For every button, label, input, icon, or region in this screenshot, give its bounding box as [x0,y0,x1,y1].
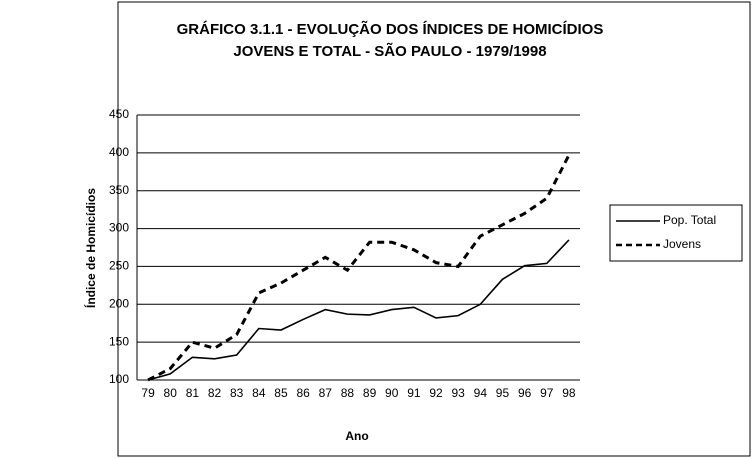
x-tick-label: 81 [186,386,200,400]
x-tick-label: 79 [141,386,155,400]
x-tick-label: 96 [518,386,532,400]
x-tick-label: 89 [363,386,377,400]
y-tick-label: 300 [109,221,129,235]
x-tick-label: 87 [319,386,333,400]
y-tick-label: 350 [109,183,129,197]
x-tick-label: 91 [407,386,421,400]
x-tick-label: 84 [252,386,266,400]
x-tick-label: 94 [474,386,488,400]
y-tick-label: 150 [109,334,129,348]
chart-frame [117,1,751,457]
y-tick-label: 200 [109,296,129,310]
legend-label: Pop. Total [663,213,716,227]
x-tick-label: 98 [562,386,576,400]
y-tick-label: 450 [109,107,129,121]
y-tick-label: 400 [109,145,129,159]
x-tick-label: 88 [341,386,355,400]
x-tick-label: 97 [540,386,554,400]
x-axis-title: Ano [345,429,368,443]
x-tick-label: 90 [385,386,399,400]
series-line [147,154,571,382]
x-tick-label: 80 [164,386,178,400]
series-line [147,239,570,381]
y-tick-label: 250 [109,259,129,273]
legend-box [609,204,743,262]
legend-label: Jovens [663,237,701,251]
x-tick-label: 85 [274,386,288,400]
x-tick-label: 83 [230,386,244,400]
y-tick-label: 100 [109,372,129,386]
x-tick-label: 93 [451,386,465,400]
x-tick-label: 92 [429,386,443,400]
chart-title: GRÁFICO 3.1.1 - EVOLUÇÃO DOS ÍNDICES DE … [177,20,604,38]
x-tick-label: 86 [296,386,310,400]
chart-title: JOVENS E TOTAL - SÃO PAULO - 1979/1998 [233,42,546,60]
x-tick-label: 95 [496,386,510,400]
x-tick-label: 82 [208,386,222,400]
y-axis-title: Índice de Homicídios [83,188,98,308]
